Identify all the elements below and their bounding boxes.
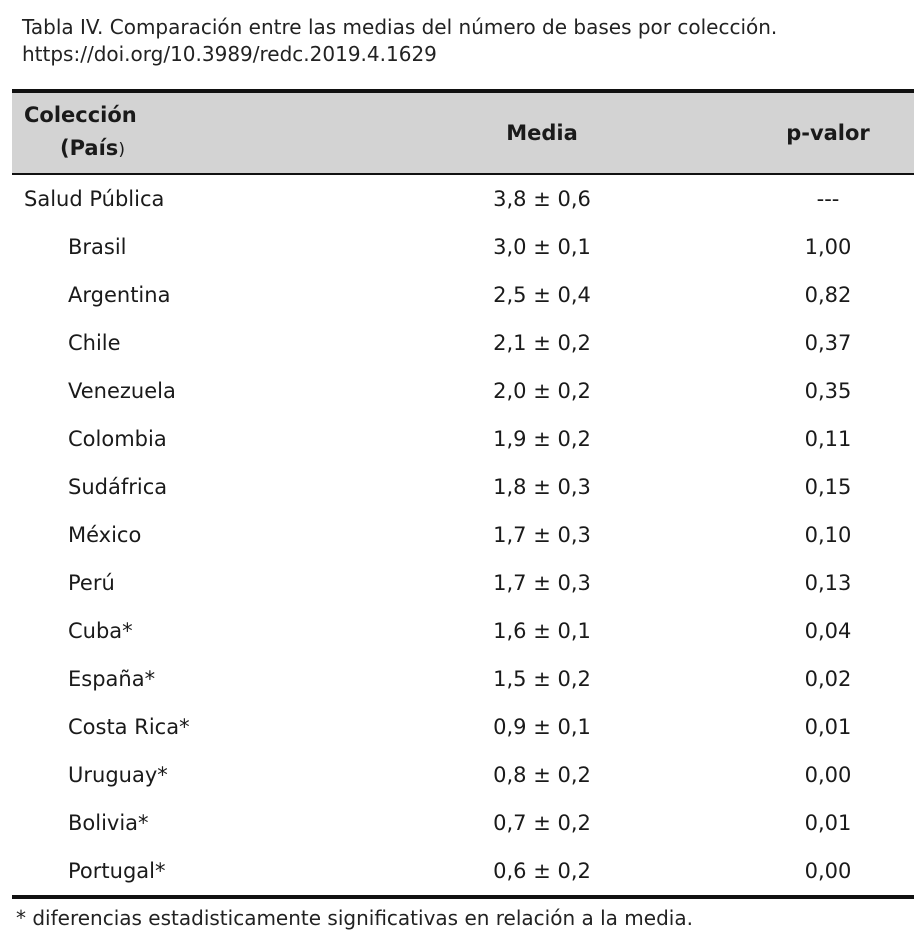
cell-coleccion: Uruguay* xyxy=(68,763,168,787)
table-row: México 1,7 ± 0,3 0,10 xyxy=(12,511,914,559)
cell-coleccion: Salud Pública xyxy=(24,187,165,211)
cell-coleccion: Cuba* xyxy=(68,619,133,643)
header-pais: (País) xyxy=(24,132,342,167)
table-row: Brasil 3,0 ± 0,1 1,00 xyxy=(12,223,914,271)
cell-coleccion: Bolivia* xyxy=(68,811,149,835)
table-row: Portugal* 0,6 ± 0,2 0,00 xyxy=(12,847,914,899)
cell-media: 2,5 ± 0,4 xyxy=(493,283,591,307)
cell-media: 3,8 ± 0,6 xyxy=(493,187,591,211)
cell-media: 0,8 ± 0,2 xyxy=(493,763,591,787)
cell-media: 1,7 ± 0,3 xyxy=(493,523,591,547)
cell-coleccion: México xyxy=(68,523,142,547)
table-body: Salud Pública 3,8 ± 0,6 --- Brasil 3,0 ± 0,1… xyxy=(12,174,914,899)
cell-p-valor: 0,00 xyxy=(742,847,914,899)
header-coleccion: Colección (País) xyxy=(12,89,342,175)
header-pais-open: ( xyxy=(60,136,70,160)
table-row: Sudáfrica 1,8 ± 0,3 0,15 xyxy=(12,463,914,511)
table-row: Chile 2,1 ± 0,2 0,37 xyxy=(12,319,914,367)
table-row: Uruguay* 0,8 ± 0,2 0,00 xyxy=(12,751,914,799)
header-pais-close: ) xyxy=(118,140,125,160)
comparison-table: Colección (País) Media p-valor Salud Púb… xyxy=(12,89,914,899)
cell-p-valor: 0,11 xyxy=(804,427,852,451)
cell-p-valor: --- xyxy=(816,187,840,211)
cell-coleccion: Argentina xyxy=(68,283,171,307)
table-row: Perú 1,7 ± 0,3 0,13 xyxy=(12,559,914,607)
cell-coleccion: España* xyxy=(68,667,156,691)
cell-p-valor: 0,10 xyxy=(804,523,852,547)
cell-p-valor: 0,15 xyxy=(804,475,852,499)
table-footnote: * diferencias estadisticamente significa… xyxy=(16,906,693,930)
comparison-table-container: Colección (País) Media p-valor Salud Púb… xyxy=(12,89,914,899)
cell-coleccion: Brasil xyxy=(68,235,127,259)
cell-p-valor: 0,00 xyxy=(804,763,852,787)
table-row: Bolivia* 0,7 ± 0,2 0,01 xyxy=(12,799,914,847)
table-row: Colombia 1,9 ± 0,2 0,11 xyxy=(12,415,914,463)
cell-coleccion: Colombia xyxy=(68,427,167,451)
cell-p-valor: 0,35 xyxy=(804,379,852,403)
table-row: Venezuela 2,0 ± 0,2 0,35 xyxy=(12,367,914,415)
table-row: España* 1,5 ± 0,2 0,02 xyxy=(12,655,914,703)
cell-media: 0,7 ± 0,2 xyxy=(493,811,591,835)
cell-p-valor: 0,01 xyxy=(804,715,852,739)
table-caption: Tabla IV. Comparación entre las medias d… xyxy=(22,14,777,68)
cell-coleccion: Perú xyxy=(68,571,115,595)
header-p-valor: p-valor xyxy=(742,89,914,175)
cell-p-valor: 1,00 xyxy=(804,235,852,259)
cell-coleccion: Chile xyxy=(68,331,121,355)
cell-p-valor: 0,82 xyxy=(804,283,852,307)
cell-media: 1,7 ± 0,3 xyxy=(493,571,591,595)
cell-media: 0,9 ± 0,1 xyxy=(493,715,591,739)
cell-media: 1,8 ± 0,3 xyxy=(493,475,591,499)
caption-doi: https://doi.org/10.3989/redc.2019.4.1629 xyxy=(22,42,437,66)
cell-media: 3,0 ± 0,1 xyxy=(493,235,591,259)
cell-media: 1,9 ± 0,2 xyxy=(493,427,591,451)
cell-media: 2,1 ± 0,2 xyxy=(493,331,591,355)
cell-p-valor: 0,13 xyxy=(804,571,852,595)
cell-media: 0,6 ± 0,2 xyxy=(342,847,742,899)
cell-p-valor: 0,01 xyxy=(804,811,852,835)
table-row: Argentina 2,5 ± 0,4 0,82 xyxy=(12,271,914,319)
cell-p-valor: 0,37 xyxy=(804,331,852,355)
cell-media: 1,5 ± 0,2 xyxy=(493,667,591,691)
cell-coleccion: Portugal* xyxy=(12,847,342,899)
header-coleccion-label: Colección xyxy=(24,103,137,127)
table-row: Cuba* 1,6 ± 0,1 0,04 xyxy=(12,607,914,655)
cell-p-valor: 0,02 xyxy=(804,667,852,691)
cell-coleccion: Sudáfrica xyxy=(68,475,168,499)
caption-title: Tabla IV. Comparación entre las medias d… xyxy=(22,15,778,39)
cell-media: 1,6 ± 0,1 xyxy=(493,619,591,643)
cell-coleccion: Costa Rica* xyxy=(68,715,190,739)
table-header-row: Colección (País) Media p-valor xyxy=(12,89,914,175)
cell-coleccion: Venezuela xyxy=(68,379,176,403)
header-pais-label: País xyxy=(69,136,119,160)
cell-media: 2,0 ± 0,2 xyxy=(493,379,591,403)
table-row: Costa Rica* 0,9 ± 0,1 0,01 xyxy=(12,703,914,751)
table-row: Salud Pública 3,8 ± 0,6 --- xyxy=(12,174,914,223)
cell-p-valor: 0,04 xyxy=(804,619,852,643)
header-media: Media xyxy=(342,89,742,175)
